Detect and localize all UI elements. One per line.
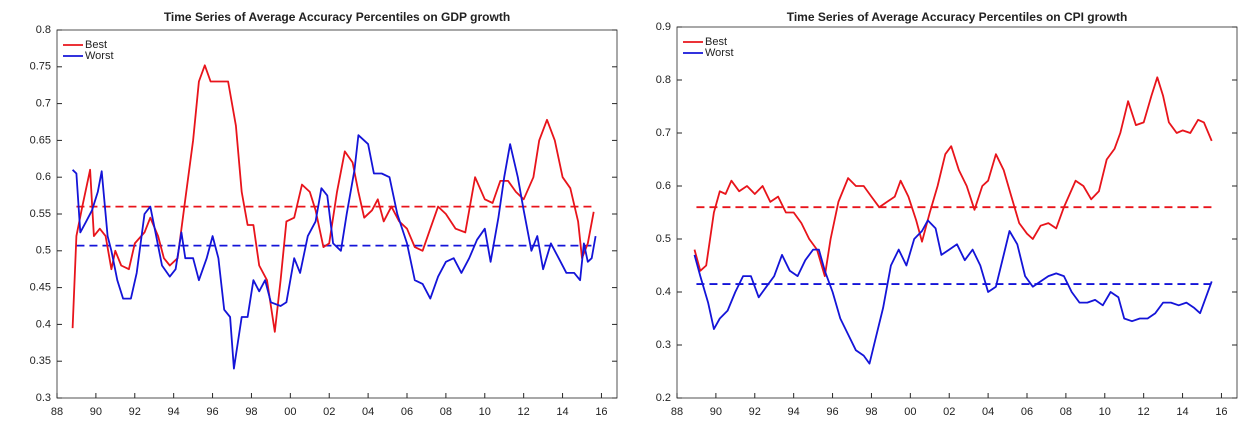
- y-tick-label: 0.35: [30, 355, 51, 367]
- x-tick-label: 10: [479, 406, 491, 418]
- x-tick-label: 98: [245, 406, 257, 418]
- x-tick-label: 90: [710, 406, 722, 418]
- x-tick-label: 92: [749, 406, 761, 418]
- legend-label: Worst: [85, 50, 114, 62]
- y-tick-label: 0.75: [30, 61, 51, 73]
- series-line: [71, 134, 597, 370]
- y-tick-label: 0.9: [656, 21, 671, 33]
- x-tick-label: 14: [556, 406, 568, 418]
- y-tick-label: 0.2: [656, 392, 671, 404]
- plot-area: [56, 29, 618, 399]
- series-line: [693, 76, 1213, 277]
- y-tick-label: 0.6: [36, 171, 51, 183]
- x-tick-label: 08: [440, 406, 452, 418]
- x-tick-label: 92: [129, 406, 141, 418]
- legend-label: Worst: [705, 47, 734, 59]
- y-tick-label: 0.7: [36, 98, 51, 110]
- y-tick-label: 0.3: [36, 392, 51, 404]
- x-tick-label: 98: [865, 406, 877, 418]
- x-tick-label: 04: [982, 406, 994, 418]
- legend-label: Best: [85, 39, 107, 51]
- series-line: [71, 64, 595, 333]
- chart-title: Time Series of Average Accuracy Percenti…: [787, 10, 1128, 24]
- plot-area: [676, 26, 1238, 399]
- x-tick-label: 02: [323, 406, 335, 418]
- x-tick-label: 14: [1176, 406, 1188, 418]
- x-tick-label: 12: [518, 406, 530, 418]
- x-tick-label: 16: [1215, 406, 1227, 418]
- y-tick-label: 0.5: [36, 245, 51, 257]
- y-tick-label: 0.45: [30, 282, 51, 294]
- x-tick-label: 08: [1060, 406, 1072, 418]
- series-line: [693, 219, 1213, 365]
- y-tick-label: 0.4: [656, 286, 671, 298]
- y-tick-label: 0.8: [656, 74, 671, 86]
- x-tick-label: 12: [1138, 406, 1150, 418]
- y-tick-label: 0.7: [656, 127, 671, 139]
- y-tick-label: 0.4: [36, 318, 51, 330]
- chart-title: Time Series of Average Accuracy Percenti…: [164, 10, 510, 24]
- x-tick-label: 00: [284, 406, 296, 418]
- y-tick-label: 0.65: [30, 134, 51, 146]
- x-tick-label: 10: [1099, 406, 1111, 418]
- x-tick-label: 88: [671, 406, 683, 418]
- x-tick-label: 04: [362, 406, 374, 418]
- x-tick-label: 88: [51, 406, 63, 418]
- x-tick-label: 00: [904, 406, 916, 418]
- x-tick-label: 02: [943, 406, 955, 418]
- x-tick-label: 96: [206, 406, 218, 418]
- x-tick-label: 90: [90, 406, 102, 418]
- y-tick-label: 0.3: [656, 339, 671, 351]
- x-tick-label: 06: [401, 406, 413, 418]
- x-tick-label: 94: [168, 406, 180, 418]
- y-tick-label: 0.55: [30, 208, 51, 220]
- y-tick-label: 0.5: [656, 233, 671, 245]
- x-tick-label: 94: [788, 406, 800, 418]
- x-tick-label: 96: [826, 406, 838, 418]
- legend-label: Best: [705, 36, 727, 48]
- x-tick-label: 06: [1021, 406, 1033, 418]
- y-tick-label: 0.8: [36, 24, 51, 36]
- x-tick-label: 16: [595, 406, 607, 418]
- y-tick-label: 0.6: [656, 180, 671, 192]
